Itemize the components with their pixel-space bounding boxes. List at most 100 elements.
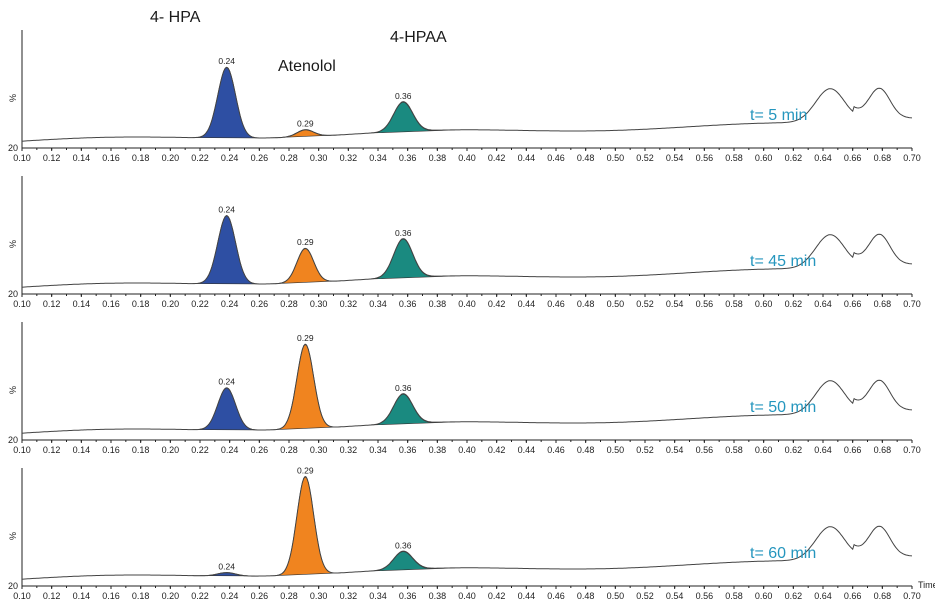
peak-area-1	[192, 387, 263, 431]
panel-time-label: t= 5 min	[750, 107, 807, 124]
x-tick-label: 0.54	[666, 591, 684, 601]
x-tick-label: 0.12	[43, 299, 61, 309]
x-tick-label: 0.36	[399, 153, 417, 163]
y-axis-title: %	[8, 532, 18, 540]
x-tick-label: 0.70	[903, 591, 921, 601]
x-tick-label: 0.68	[874, 153, 892, 163]
x-tick-label: 0.68	[874, 299, 892, 309]
peak-label: 0.24	[218, 377, 235, 387]
peak-label: 0.36	[395, 383, 412, 393]
x-tick-label: 0.28	[280, 445, 298, 455]
x-tick-label: 0.34	[369, 299, 387, 309]
peak-label: 0.36	[395, 91, 412, 101]
panel-time-label: t= 60 min	[750, 545, 816, 562]
x-tick-label: 0.26	[251, 153, 269, 163]
peak-label: 0.36	[395, 541, 412, 551]
x-tick-label: 0.44	[518, 153, 536, 163]
x-tick-label: 0.64	[814, 153, 832, 163]
compound-label-3: 4-HPAA	[390, 29, 447, 46]
x-tick-label: 0.20	[162, 591, 180, 601]
x-tick-label: 0.42	[488, 153, 506, 163]
x-tick-label: 0.46	[547, 299, 565, 309]
peak-label: 0.24	[218, 56, 235, 66]
x-tick-label: 0.56	[696, 299, 714, 309]
compound-label-2: Atenolol	[278, 58, 336, 75]
x-tick-label: 0.20	[162, 299, 180, 309]
x-tick-label: 0.68	[874, 591, 892, 601]
x-tick-label: 0.64	[814, 299, 832, 309]
peak-area-1	[192, 215, 263, 285]
x-tick-label: 0.30	[310, 445, 328, 455]
x-tick-label: 0.58	[725, 153, 743, 163]
x-tick-label: 0.46	[547, 591, 565, 601]
x-tick-label: 0.34	[369, 445, 387, 455]
x-tick-label: 0.14	[73, 299, 91, 309]
compound-labels: 4- HPA Atenolol 4-HPAA	[150, 9, 447, 75]
x-tick-label: 0.14	[73, 153, 91, 163]
x-tick-label: 0.44	[518, 299, 536, 309]
x-tick-label: 0.62	[785, 591, 803, 601]
x-tick-label: 0.40	[458, 153, 476, 163]
peak-area-2	[271, 247, 341, 285]
x-tick-label: 0.50	[607, 445, 625, 455]
x-tick-label: 0.24	[221, 445, 239, 455]
x-tick-label: 0.12	[43, 445, 61, 455]
x-tick-label: 0.10	[13, 445, 31, 455]
x-tick-label: 0.50	[607, 299, 625, 309]
y-axis-title: %	[8, 386, 18, 394]
x-tick-label: 0.36	[399, 591, 417, 601]
panel-1: 20% 0.10 0.12 0.14 0.16 0.18 0.20 0.22 0.24 0.26 0…	[8, 30, 921, 163]
x-tick-label: 0.38	[429, 153, 447, 163]
x-tick-label: 0.46	[547, 153, 565, 163]
peak-label: 0.29	[297, 237, 314, 247]
x-tick-label: 0.26	[251, 445, 269, 455]
x-tick-label: 0.22	[191, 299, 209, 309]
x-tick-label: 0.42	[488, 591, 506, 601]
x-tick-label: 0.68	[874, 445, 892, 455]
peak-label: 0.24	[218, 561, 235, 571]
chromatogram-trace	[21, 215, 913, 288]
peak-area-3	[369, 393, 456, 426]
x-tick-label: 0.44	[518, 445, 536, 455]
x-tick-label: 0.14	[73, 591, 91, 601]
x-tick-label: 0.58	[725, 591, 743, 601]
x-tick-label: 0.70	[903, 445, 921, 455]
x-tick-label: 0.32	[340, 591, 358, 601]
x-tick-label: 0.66	[844, 153, 862, 163]
x-tick-label: 0.34	[369, 591, 387, 601]
x-tick-label: 0.26	[251, 591, 269, 601]
x-tick-label: 0.48	[577, 299, 595, 309]
x-tick-label: 0.12	[43, 153, 61, 163]
x-tick-label: 0.24	[221, 591, 239, 601]
peak-area-3	[369, 238, 456, 280]
x-tick-label: 0.32	[340, 299, 358, 309]
x-tick-label: 0.36	[399, 445, 417, 455]
x-tick-label: 0.36	[399, 299, 417, 309]
x-tick-label: 0.10	[13, 299, 31, 309]
x-tick-label: 0.12	[43, 591, 61, 601]
x-tick-label: 0.16	[102, 153, 120, 163]
x-tick-label: 0.62	[785, 299, 803, 309]
peak-label: 0.29	[297, 465, 314, 475]
chromatogram-panels: 20% 0.10 0.12 0.14 0.16 0.18 0.20 0.22 0.24 0.26 0…	[8, 30, 921, 601]
x-tick-label: 0.34	[369, 153, 387, 163]
x-tick-label: 0.20	[162, 445, 180, 455]
x-tick-label: 0.10	[13, 153, 31, 163]
x-tick-label: 0.38	[429, 591, 447, 601]
x-tick-label: 0.52	[636, 299, 654, 309]
x-tick-label: 0.28	[280, 591, 298, 601]
y-axis-title: %	[8, 240, 18, 248]
x-tick-label: 0.30	[310, 153, 328, 163]
x-tick-label: 0.70	[903, 153, 921, 163]
x-tick-label: 0.24	[221, 153, 239, 163]
x-tick-label: 0.60	[755, 445, 773, 455]
panel-time-label: t= 50 min	[750, 399, 816, 416]
x-tick-label: 0.54	[666, 445, 684, 455]
x-tick-label: 0.58	[725, 299, 743, 309]
x-tick-label: 0.22	[191, 445, 209, 455]
peak-area-1	[192, 66, 263, 139]
x-tick-label: 0.44	[518, 591, 536, 601]
x-tick-label: 0.16	[102, 299, 120, 309]
peak-label: 0.24	[218, 204, 235, 214]
